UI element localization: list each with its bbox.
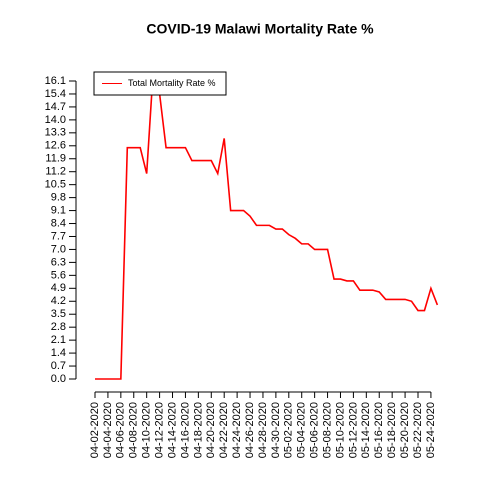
x-tick-label: 04-06-2020 — [115, 402, 127, 458]
x-tick-label: 04-02-2020 — [89, 402, 101, 458]
x-tick-label: 05-06-2020 — [309, 402, 321, 458]
chart-title: COVID-19 Malawi Mortality Rate % — [146, 21, 374, 37]
y-tick-label: 11.9 — [45, 153, 66, 165]
x-tick-label: 04-18-2020 — [192, 402, 204, 458]
x-tick-label: 05-18-2020 — [386, 402, 398, 458]
x-tick-label: 04-28-2020 — [257, 402, 269, 458]
legend-label: Total Mortality Rate % — [128, 78, 216, 88]
x-tick-label: 04-24-2020 — [231, 402, 243, 458]
x-tick-label: 04-08-2020 — [128, 402, 140, 458]
x-tick-label: 05-12-2020 — [347, 402, 359, 458]
y-tick-label: 10.5 — [45, 179, 66, 191]
y-tick-label: 1.4 — [51, 347, 66, 359]
x-tick-label: 05-04-2020 — [296, 402, 308, 458]
x-tick-label: 05-20-2020 — [399, 402, 411, 458]
x-tick-label: 04-20-2020 — [205, 402, 217, 458]
y-tick-label: 8.4 — [51, 217, 66, 229]
y-tick-label: 2.1 — [51, 334, 66, 346]
x-tick-label: 04-22-2020 — [218, 402, 230, 458]
y-tick-label: 6.3 — [51, 256, 66, 268]
x-tick-label: 05-10-2020 — [334, 402, 346, 458]
y-tick-label: 0.0 — [51, 373, 66, 385]
y-tick-label: 16.1 — [45, 75, 66, 87]
y-tick-label: 4.2 — [51, 295, 66, 307]
x-tick-label: 04-12-2020 — [154, 402, 166, 458]
x-tick-label: 04-14-2020 — [166, 402, 178, 458]
legend-box — [93, 71, 227, 96]
x-tick-label: 04-26-2020 — [244, 402, 256, 458]
y-tick-label: 3.5 — [51, 308, 66, 320]
y-tick-label: 13.3 — [45, 127, 66, 139]
x-tick-label: 05-16-2020 — [373, 402, 385, 458]
x-tick-label: 05-24-2020 — [425, 402, 437, 458]
y-tick-label: 12.6 — [45, 140, 66, 152]
y-tick-label: 7.7 — [51, 230, 66, 242]
y-tick-label: 15.4 — [45, 88, 66, 100]
x-tick-label: 04-10-2020 — [141, 402, 153, 458]
x-tick-label: 05-14-2020 — [360, 402, 372, 458]
x-tick-label: 05-02-2020 — [283, 402, 295, 458]
y-tick-label: 5.6 — [51, 269, 66, 281]
legend: Total Mortality Rate % — [93, 71, 227, 96]
y-tick-label: 14.7 — [45, 101, 66, 113]
y-tick-label: 9.1 — [51, 204, 66, 216]
y-tick-label: 0.7 — [51, 360, 66, 372]
y-tick-label: 9.8 — [51, 192, 66, 204]
x-tick-label: 05-08-2020 — [321, 402, 333, 458]
x-tick-label: 04-16-2020 — [179, 402, 191, 458]
y-tick-label: 14.0 — [45, 114, 66, 126]
x-tick-label: 04-30-2020 — [270, 402, 282, 458]
y-tick-label: 7.0 — [51, 243, 66, 255]
y-tick-label: 4.9 — [51, 282, 66, 294]
x-tick-label: 04-04-2020 — [102, 402, 114, 458]
y-tick-label: 2.8 — [51, 321, 66, 333]
x-tick-label: 05-22-2020 — [412, 402, 424, 458]
y-tick-label: 11.2 — [45, 166, 66, 178]
series-line — [95, 71, 439, 380]
